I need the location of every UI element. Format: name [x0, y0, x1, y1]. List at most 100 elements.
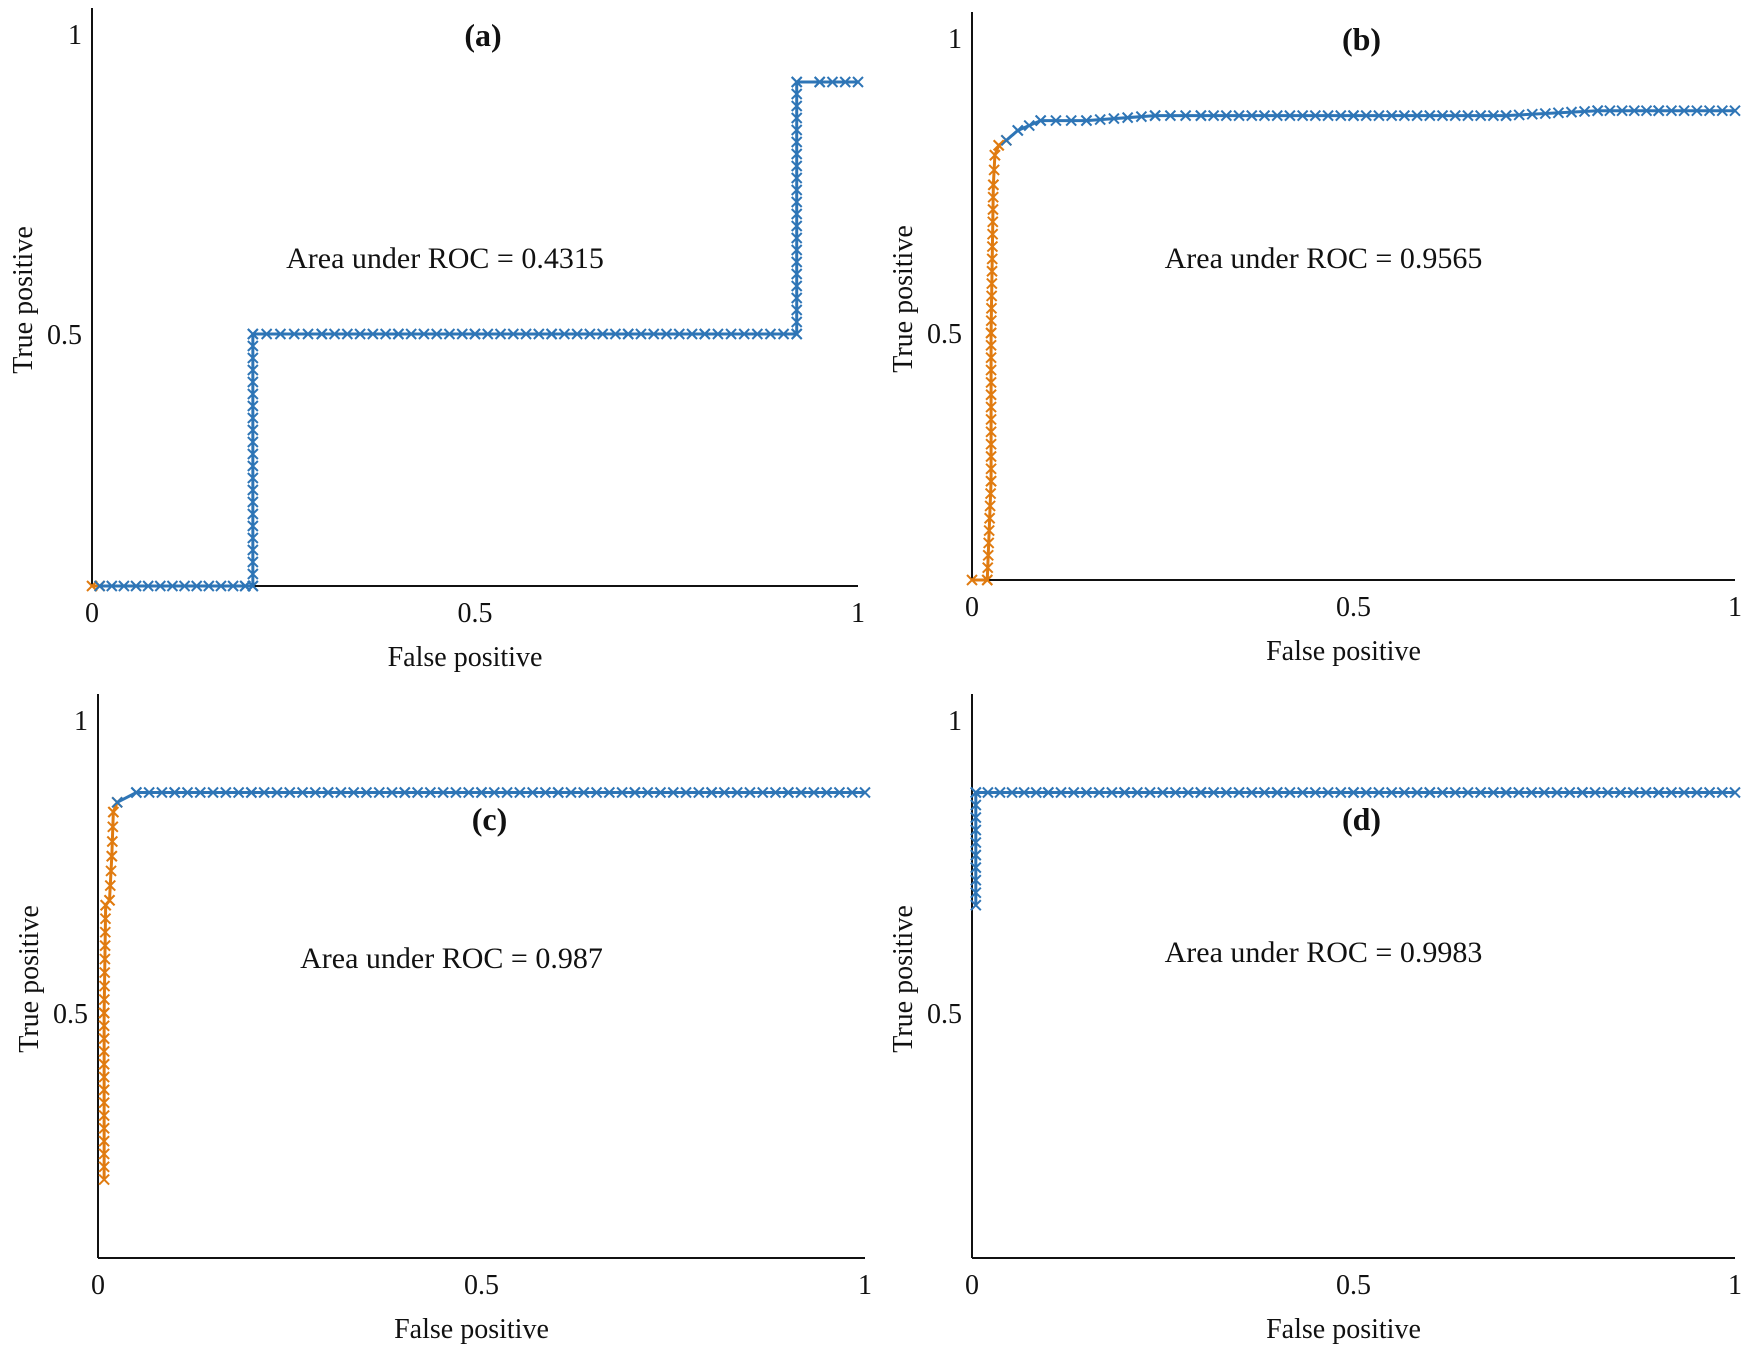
curve-marker: [981, 574, 993, 586]
curve-marker: [1246, 109, 1258, 122]
curve-marker: [1591, 104, 1604, 117]
curve-marker: [194, 786, 206, 799]
curve-marker: [1179, 109, 1192, 122]
curve-marker: [982, 537, 995, 549]
curve-marker: [985, 438, 997, 450]
curve-marker: [166, 580, 179, 592]
curve-marker: [1080, 786, 1093, 799]
curve-marker: [982, 561, 994, 574]
curve-marker: [463, 786, 475, 799]
curve-marker: [641, 786, 654, 799]
curve-marker: [507, 328, 520, 340]
curve-marker: [1135, 110, 1148, 123]
curve-marker: [168, 786, 181, 799]
curve-marker: [178, 580, 191, 592]
y-axis-label: True positive: [888, 905, 919, 1053]
curve-marker: [1149, 109, 1161, 122]
curve-marker: [341, 328, 354, 340]
curve-marker: [1207, 109, 1220, 122]
curve-marker: [1055, 786, 1067, 799]
curve-marker: [322, 786, 334, 799]
curve-marker: [654, 786, 667, 799]
curve-marker: [970, 899, 982, 911]
curve-marker: [1068, 786, 1080, 799]
curve-marker: [970, 811, 982, 824]
curve-marker: [718, 786, 731, 799]
curve-marker: [1627, 786, 1639, 799]
curve-marker: [791, 88, 803, 100]
curve-marker: [1716, 104, 1728, 117]
curve-marker: [1335, 109, 1347, 122]
curve-marker: [98, 1148, 110, 1160]
curve-marker: [411, 786, 424, 799]
curve-marker: [181, 786, 194, 799]
curve-marker: [616, 786, 628, 799]
curve-marker: [274, 328, 287, 340]
x-axis-label: False positive: [1266, 1314, 1421, 1345]
curve-marker: [1449, 109, 1461, 122]
curve-marker: [247, 496, 259, 508]
curve-marker: [1526, 108, 1538, 120]
curve-marker: [1000, 134, 1013, 147]
curve-marker: [247, 400, 259, 412]
curve-marker: [986, 240, 999, 253]
curve-marker: [635, 328, 647, 340]
curve-marker: [203, 580, 215, 592]
curve-marker: [1703, 786, 1716, 799]
curve-marker: [603, 786, 616, 799]
curve-marker: [1195, 109, 1207, 122]
x-tick-label: 1: [1728, 592, 1742, 623]
curve-marker: [526, 786, 539, 799]
curve-marker: [1373, 109, 1385, 122]
curve-marker: [154, 580, 167, 592]
curve-marker: [987, 191, 999, 203]
curve-marker: [813, 76, 826, 88]
x-tick-label: 1: [858, 1270, 872, 1301]
x-tick-label: 0: [91, 1270, 105, 1301]
curve-marker: [1398, 109, 1411, 122]
curve-marker: [520, 328, 532, 340]
x-axis-label: False positive: [394, 1314, 549, 1345]
curve-marker: [987, 179, 1000, 191]
curve-marker: [1665, 786, 1678, 799]
x-axis-label: False positive: [388, 642, 543, 673]
curve-marker: [494, 328, 507, 340]
curve-marker: [757, 786, 769, 799]
curve-marker: [1347, 109, 1360, 122]
curve-marker: [1220, 109, 1233, 122]
curve-marker: [103, 894, 116, 907]
curve-marker: [1411, 786, 1423, 799]
curve-marker: [247, 544, 259, 556]
curve-marker: [437, 786, 449, 799]
curve-marker: [1309, 109, 1322, 122]
curve-marker: [247, 376, 259, 388]
curve-marker: [1424, 786, 1436, 799]
curve-marker: [983, 524, 995, 537]
x-tick-label: 0.5: [464, 1270, 499, 1301]
curve-marker: [791, 160, 803, 172]
curve-marker: [1640, 786, 1652, 799]
curve-marker: [1385, 786, 1398, 799]
curve-marker: [1551, 786, 1563, 799]
curve-marker: [1093, 786, 1105, 799]
curve-marker: [791, 208, 803, 220]
y-tick-label: 0.5: [47, 320, 82, 351]
curve-marker: [970, 836, 982, 849]
curve-marker: [220, 786, 232, 799]
curve-marker: [1411, 109, 1423, 122]
curve-marker: [699, 328, 711, 340]
y-tick-label: 1: [948, 706, 962, 737]
curve-marker: [1539, 107, 1552, 120]
x-axis-label: False positive: [1266, 636, 1421, 667]
curve-marker: [130, 786, 143, 799]
curve-marker: [1030, 786, 1042, 799]
curve-marker: [430, 328, 443, 340]
curve-marker: [1296, 786, 1309, 799]
y-tick-label: 1: [74, 706, 88, 737]
curve-marker: [379, 328, 392, 340]
curve-marker: [1691, 104, 1703, 117]
curve-marker: [970, 799, 982, 811]
curve-marker: [347, 786, 360, 799]
curve-marker: [764, 328, 777, 340]
curve-marker: [791, 244, 803, 256]
